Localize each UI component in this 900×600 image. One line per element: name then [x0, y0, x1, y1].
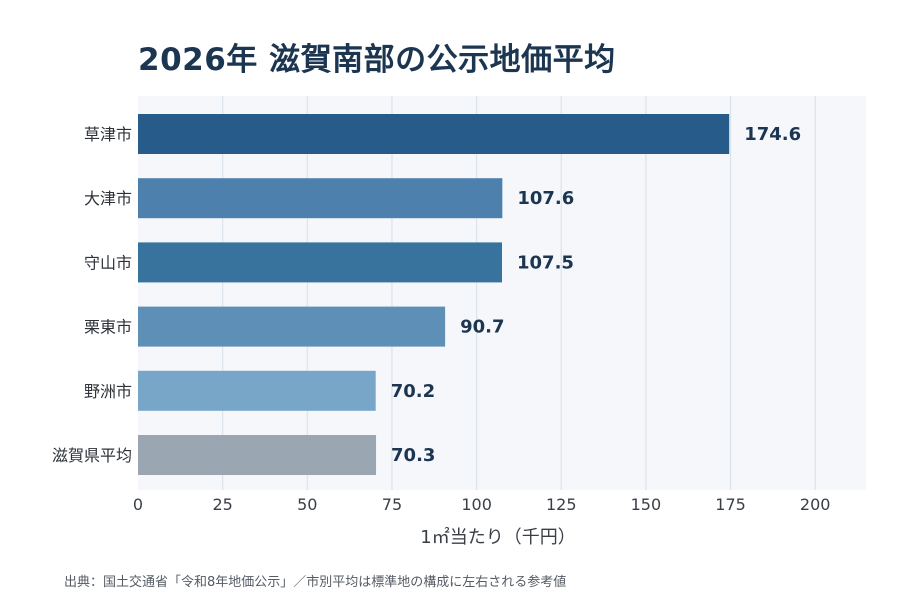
- chart-title: 2026年 滋賀南部の公示地価平均: [138, 42, 616, 78]
- value-labels: 174.6 107.6 107.5 90.7 70.2 70.3: [391, 124, 801, 466]
- value-label: 70.2: [391, 381, 435, 402]
- category-label: 滋賀県平均: [52, 446, 132, 465]
- gridlines: [222, 96, 816, 490]
- category-label: 野洲市: [84, 382, 132, 401]
- x-tick-label: 200: [800, 495, 831, 514]
- x-tick-label: 75: [382, 495, 402, 514]
- category-label: 守山市: [84, 253, 132, 272]
- x-axis-title: 1㎡当たり（千円）: [420, 526, 575, 548]
- category-label: 栗東市: [84, 318, 132, 337]
- x-tick-label: 150: [631, 495, 662, 514]
- value-label: 90.7: [460, 317, 504, 338]
- value-label: 174.6: [744, 124, 801, 145]
- x-tick-label: 0: [133, 495, 143, 514]
- bar: [138, 114, 730, 154]
- category-label: 草津市: [84, 125, 132, 144]
- x-tick-label: 125: [546, 495, 577, 514]
- bars: [138, 114, 730, 475]
- value-label: 107.5: [517, 252, 574, 273]
- source-note: 出典：国土交通省「令和8年地価公示」／市別平均は標準地の構成に左右される参考値: [64, 575, 567, 590]
- x-tick-label: 175: [715, 495, 746, 514]
- x-tick-label: 50: [297, 495, 317, 514]
- bar: [138, 306, 446, 347]
- bar: [138, 435, 377, 475]
- bar: [138, 178, 503, 219]
- value-label: 107.6: [517, 188, 574, 209]
- category-label: 大津市: [84, 189, 132, 208]
- value-label: 70.3: [391, 445, 435, 466]
- x-tick-labels: 0 25 50 75 100 125 150 175 200: [133, 495, 831, 514]
- plot-area-background: [138, 96, 866, 490]
- bar: [138, 242, 502, 283]
- bar: [138, 370, 376, 411]
- x-tick-label: 25: [212, 495, 232, 514]
- x-tick-label: 100: [461, 495, 492, 514]
